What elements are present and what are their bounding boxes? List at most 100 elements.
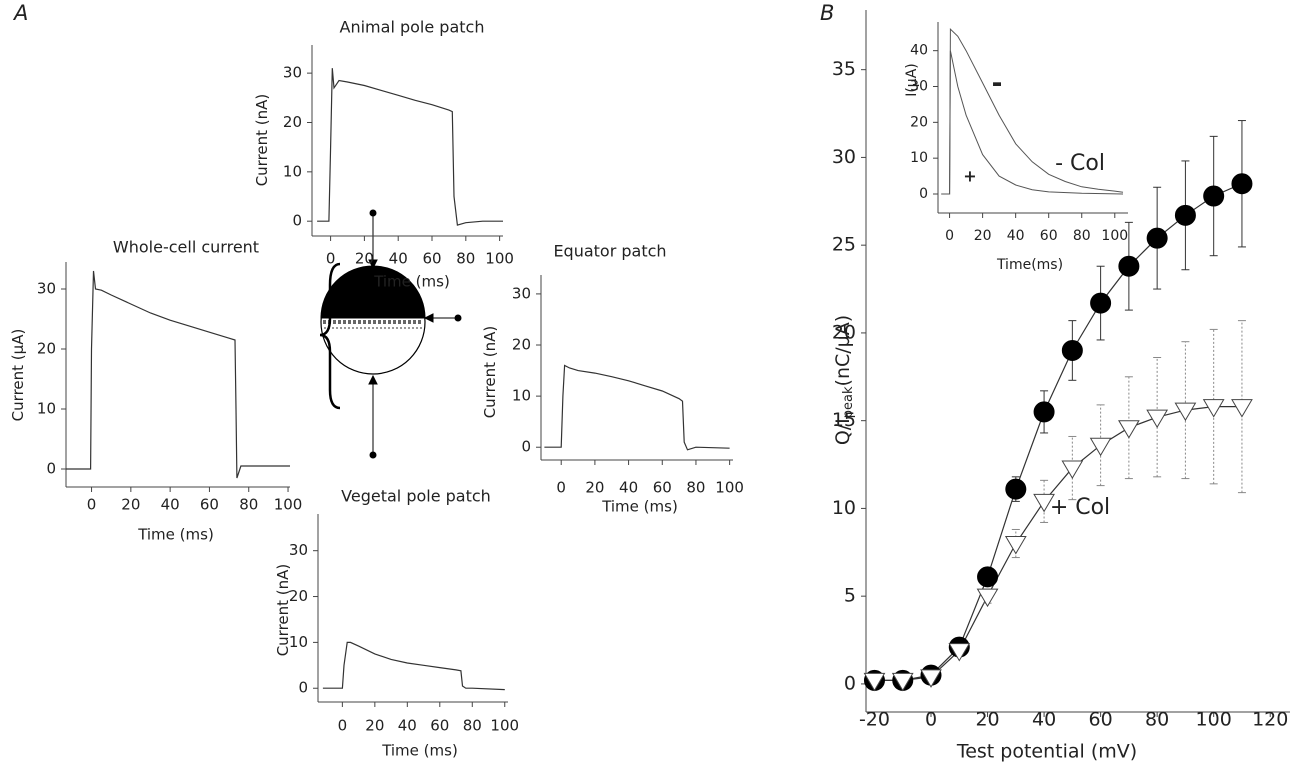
y-tick-label: 10	[910, 150, 928, 166]
y-tick-label: 5	[844, 585, 856, 607]
y-tick-label: 0	[292, 212, 302, 230]
x-tick-label: 0	[945, 228, 954, 244]
x-axis-label: Time (ms)	[137, 526, 214, 544]
data-point	[1004, 536, 1027, 555]
chart: 0 10 20 30 0 20 40 60 80 100 Vegetal pole patch Tim…	[274, 487, 520, 760]
x-tick-label: 80	[456, 250, 475, 268]
y-tick-label: 15	[832, 409, 856, 431]
y-axis-label-main: Current (µA)	[9, 329, 27, 422]
x-axis-label: Test potential (mV)	[956, 741, 1137, 763]
x-tick-label: 20	[975, 709, 999, 731]
y-tick-label: 25	[832, 234, 856, 256]
chart: 0 10 20 30 40 0 20 40 60 80 100 Time(ms) I(µA) - +	[904, 22, 1128, 273]
data-point	[1061, 339, 1083, 361]
y-tick-label: 10	[512, 387, 531, 405]
trace	[66, 270, 290, 479]
y-axis-label: Current (nA)	[253, 94, 271, 187]
y-axis-label-main: Current (nA)	[481, 326, 499, 419]
series-label: +	[963, 167, 976, 186]
x-tick-label: 80	[463, 717, 482, 735]
x-tick-label: 40	[1032, 709, 1056, 731]
x-tick-label: 20	[365, 717, 384, 735]
x-tick-label: 40	[161, 496, 180, 514]
chart-title: Vegetal pole patch	[341, 487, 491, 506]
y-axis-label-sub: peak	[841, 386, 856, 418]
x-tick-label: 100	[1196, 709, 1232, 731]
y-tick-label: 30	[37, 280, 56, 298]
data-point	[1089, 437, 1112, 457]
x-tick-label: 0	[326, 250, 336, 268]
x-tick-label: 20	[121, 496, 140, 514]
y-tick-label: 0	[521, 438, 531, 456]
chart: 0 10 20 30 0 20 40 60 80 100 Equator patch Time (ms…	[481, 242, 744, 516]
panel-label: A	[12, 1, 28, 25]
y-tick-label: 30	[832, 146, 856, 168]
x-tick-label: -20	[859, 709, 890, 731]
x-tick-label: 60	[430, 717, 449, 735]
x-tick-label: 0	[556, 479, 566, 497]
x-tick-label: 0	[87, 496, 97, 514]
x-tick-label: 100	[485, 250, 514, 268]
x-tick-label: 80	[1073, 228, 1091, 244]
x-tick-label: 100	[490, 717, 519, 735]
trace	[322, 641, 505, 691]
x-tick-label: 40	[619, 479, 638, 497]
y-tick-label: 30	[283, 64, 302, 82]
y-axis-label: Current (µA)	[9, 329, 27, 422]
y-tick-label: 10	[832, 497, 856, 519]
y-tick-label: 10	[289, 633, 308, 651]
x-tick-label: 60	[422, 250, 441, 268]
x-tick-label: 60	[200, 496, 219, 514]
data-point	[1033, 493, 1055, 513]
data-point	[1174, 204, 1196, 226]
x-tick-label: 80	[686, 479, 705, 497]
data-point	[920, 669, 942, 688]
chart: 0 10 20 30 0 20 40 60 80 100 Animal pole patch Time…	[253, 18, 514, 291]
y-axis-label: I(µA)	[904, 63, 920, 97]
y-tick-label: 0	[46, 460, 56, 478]
x-tick-label: 80	[239, 496, 258, 514]
y-tick-label: 0	[844, 672, 856, 694]
y-tick-label: 30	[289, 541, 308, 559]
y-tick-label: 40	[910, 43, 928, 59]
y-tick-label: 0	[919, 186, 928, 202]
y-axis-label: Current (nA)	[481, 326, 499, 419]
data-point	[976, 588, 999, 608]
x-tick-label: 60	[1089, 709, 1113, 731]
y-tick-label: 30	[512, 284, 531, 302]
data-point	[977, 566, 999, 588]
y-axis-label-unit: (nC/µA)	[832, 315, 854, 387]
data-point	[1174, 402, 1197, 422]
trace	[941, 50, 1124, 195]
x-tick-label: 100	[274, 496, 303, 514]
series-label: -	[992, 69, 1003, 99]
data-point	[1146, 227, 1168, 249]
data-point	[1005, 478, 1027, 500]
x-tick-label: 40	[398, 717, 417, 735]
panel-label: B	[820, 1, 834, 25]
data-point	[1090, 292, 1112, 314]
data-point	[1118, 420, 1140, 439]
data-point	[948, 643, 971, 662]
data-point	[1202, 399, 1225, 418]
data-point	[1118, 255, 1140, 277]
x-tick-label: 0	[338, 717, 348, 735]
x-tick-label: 100	[715, 479, 744, 497]
data-point	[1146, 409, 1169, 429]
y-tick-label: 10	[283, 162, 302, 180]
y-axis-label-main: Q/I	[832, 418, 854, 445]
y-axis-label: Q/Ipeak(nC/µA)	[832, 315, 856, 445]
y-tick-label: 20	[289, 587, 308, 605]
y-axis-label-main: Current (nA)	[274, 564, 292, 657]
x-axis-label: Time (ms)	[601, 498, 678, 516]
data-point	[1061, 460, 1084, 480]
chart: 0 10 20 30 0 20 40 60 80 100 Whole-cell current Tim…	[9, 238, 303, 544]
x-tick-label: 20	[355, 250, 374, 268]
data-point	[1203, 185, 1225, 207]
y-tick-label: 35	[832, 58, 856, 80]
series-label: + Col	[1050, 495, 1110, 520]
y-axis-label-main: Current (nA)	[253, 94, 271, 187]
x-tick-label: 20	[974, 228, 992, 244]
